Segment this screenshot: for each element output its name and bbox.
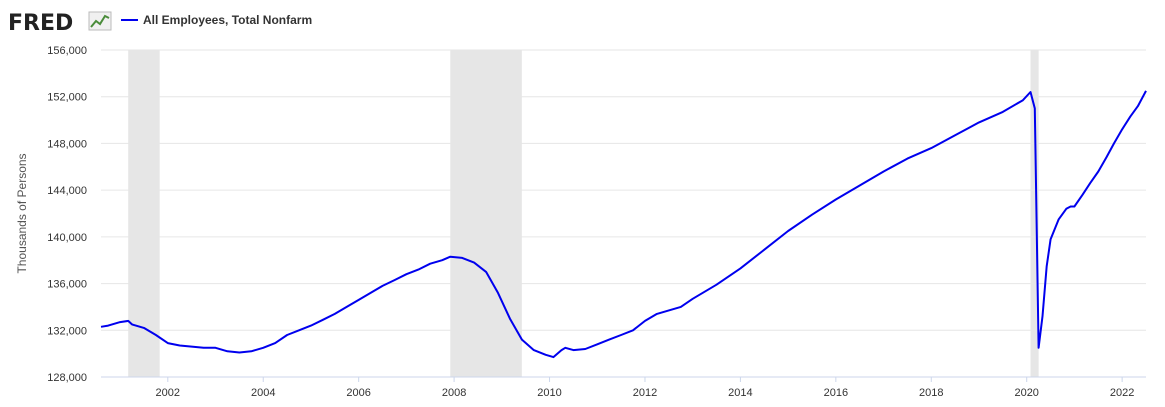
x-tick-label: 2016 xyxy=(824,387,848,399)
x-tick-label: 2012 xyxy=(633,387,657,399)
recession-band-1 xyxy=(128,50,160,377)
x-tick-label: 2006 xyxy=(346,387,370,399)
fred-logo-text: FRED xyxy=(8,11,73,36)
y-tick-label: 128,000 xyxy=(47,372,87,384)
x-tick-label: 2002 xyxy=(156,387,180,399)
recession-shading xyxy=(128,50,1039,377)
x-tick-label: 2008 xyxy=(442,387,466,399)
fred-logo[interactable]: FRED xyxy=(8,11,112,36)
x-tick-label: 2010 xyxy=(537,387,561,399)
horizontal-gridlines xyxy=(101,49,1146,331)
y-tick-label: 136,000 xyxy=(47,279,87,291)
y-tick-label: 140,000 xyxy=(47,232,87,244)
series-line-1 xyxy=(100,90,1147,359)
legend: All Employees, Total Nonfarm xyxy=(121,13,312,27)
x-tick-label: 2020 xyxy=(1014,387,1038,399)
fred-trend-icon xyxy=(88,11,112,31)
x-axis-tick-labels: 2002 2004 2006 2008 2010 2012 2014 2016 2018 2020… xyxy=(156,377,1134,399)
series-layer xyxy=(100,90,1147,359)
y-axis-tick-labels: 128,000 132,000 136,000 140,000 144,000 148,0… xyxy=(47,45,87,384)
legend-label: All Employees, Total Nonfarm xyxy=(143,13,312,27)
y-tick-label: 152,000 xyxy=(47,92,87,104)
recession-band-3 xyxy=(1030,50,1039,377)
y-tick-label: 144,000 xyxy=(47,185,87,197)
x-tick-label: 2014 xyxy=(728,387,752,399)
x-tick-label: 2018 xyxy=(919,387,943,399)
y-axis-title: Thousands of Persons xyxy=(15,153,29,273)
x-tick-label: 2022 xyxy=(1110,387,1134,399)
x-tick-label: 2004 xyxy=(251,387,275,399)
y-tick-label: 148,000 xyxy=(47,138,87,150)
y-tick-label: 132,000 xyxy=(47,325,87,337)
recession-band-2 xyxy=(450,50,522,377)
y-tick-label: 156,000 xyxy=(47,45,87,57)
